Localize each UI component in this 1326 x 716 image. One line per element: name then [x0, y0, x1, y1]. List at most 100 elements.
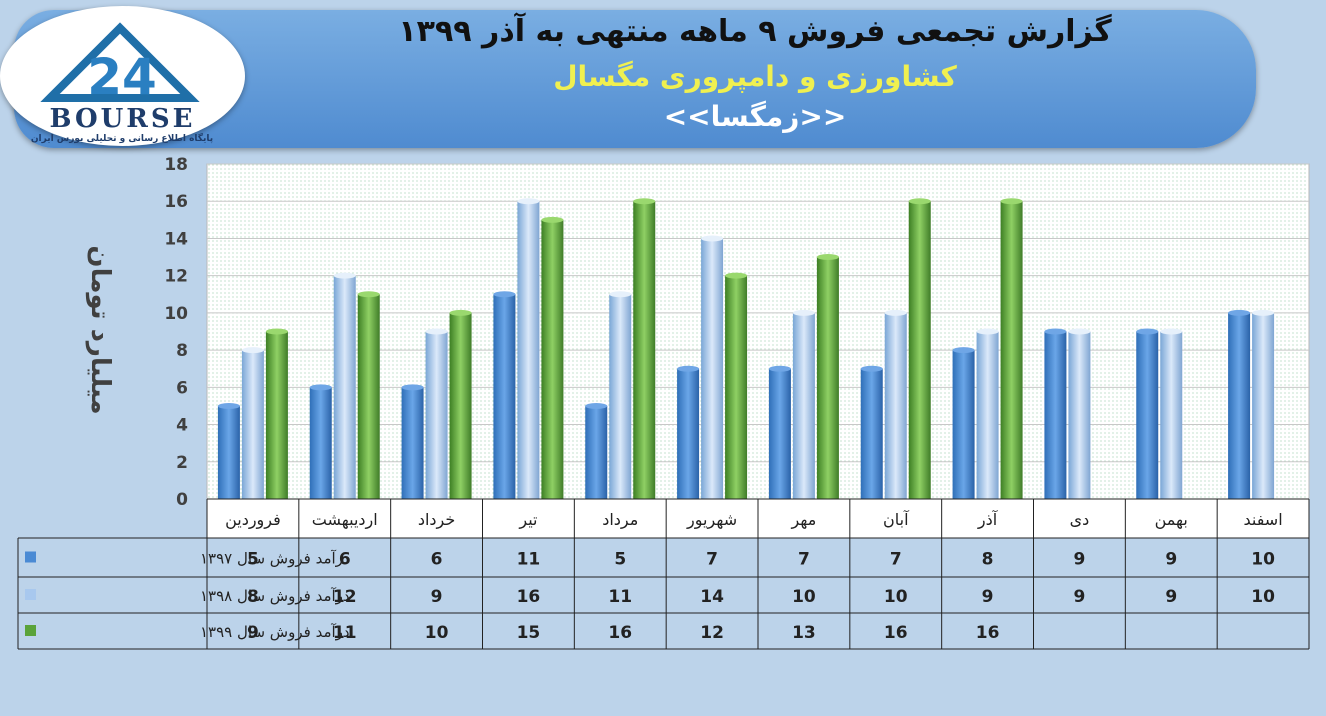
data-label-s1-c6: 10: [792, 587, 816, 607]
bar-s1-c3: [517, 201, 540, 499]
data-label-s2-c5: 12: [700, 623, 724, 643]
category-label: آبان: [883, 510, 910, 529]
bar-top-s0-c5: [677, 365, 700, 372]
category-label: شهریور: [686, 510, 737, 530]
bar-top-s1-c3: [517, 198, 540, 205]
logo-24-icon: 24: [40, 22, 200, 106]
bar-top-s1-c0: [241, 347, 264, 354]
legend-swatch-s1: [25, 589, 36, 600]
bar-s0-c2: [401, 387, 424, 499]
data-label-s1-c8: 9: [982, 587, 994, 607]
logo: 24 BOURSE پایگاه اطلاع رسانی و تحلیلی بو…: [0, 6, 245, 146]
data-label-s0-c0: 5: [247, 550, 259, 570]
data-label-s0-c1: 6: [339, 550, 351, 570]
bar-top-s0-c6: [768, 365, 791, 372]
bar-top-s1-c4: [609, 291, 632, 298]
plot-area: [206, 163, 1310, 500]
data-label-s1-c5: 14: [700, 587, 724, 607]
bar-s1-c9: [1068, 331, 1091, 499]
data-label-s0-c5: 7: [706, 550, 718, 570]
bar-s1-c6: [792, 312, 815, 499]
bars: [217, 198, 1275, 500]
data-label-s1-c7: 10: [884, 587, 908, 607]
data-label-s2-c6: 13: [792, 623, 816, 643]
bar-s1-c4: [609, 294, 632, 499]
data-label-s0-c10: 9: [1165, 550, 1177, 570]
category-label: مرداد: [602, 510, 638, 530]
data-label-s1-c0: 8: [247, 587, 259, 607]
bar-s2-c2: [449, 312, 472, 499]
bar-s2-c4: [633, 201, 656, 499]
bar-top-s0-c1: [309, 384, 332, 391]
bar-s1-c1: [333, 275, 356, 499]
y-tick-label: 16: [164, 192, 188, 212]
data-label-s2-c2: 10: [425, 623, 449, 643]
data-table: فروردین اردیبهشت خرداد تیر مرداد شهریور مهر آبا…: [17, 498, 1310, 650]
bar-top-s0-c8: [952, 347, 975, 354]
bar-top-s2-c1: [357, 291, 380, 298]
category-label: آذر: [977, 510, 999, 530]
bar-top-s0-c10: [1136, 328, 1159, 335]
data-label-s1-c10: 9: [1165, 587, 1177, 607]
bar-s0-c9: [1044, 331, 1067, 499]
data-label-s1-c11: 10: [1251, 587, 1275, 607]
y-tick-label: 8: [176, 341, 188, 361]
bar-s1-c11: [1252, 312, 1275, 499]
logo-subtitle: پایگاه اطلاع رسانی و تحلیلی بورس ایران: [30, 134, 214, 144]
bar-s0-c5: [677, 368, 700, 499]
bar-s0-c6: [768, 368, 791, 499]
bar-s0-c0: [217, 405, 240, 499]
category-label: اسفند: [1243, 510, 1282, 529]
bar-top-s1-c9: [1068, 328, 1091, 335]
bar-top-s0-c3: [493, 291, 516, 298]
bar-s1-c8: [976, 331, 999, 499]
data-label-s2-c1: 11: [333, 623, 357, 643]
category-label: مهر: [791, 510, 817, 530]
bar-s1-c7: [884, 312, 907, 499]
bar-top-s2-c6: [816, 254, 839, 261]
bar-top-s0-c2: [401, 384, 424, 391]
bar-s0-c10: [1136, 331, 1159, 499]
bar-top-s0-c7: [860, 365, 883, 372]
data-label-s0-c11: 10: [1251, 550, 1275, 570]
y-tick-label: 10: [164, 304, 188, 324]
y-axis-label: میلیارد تومان: [85, 245, 115, 414]
category-label: فروردین: [225, 510, 281, 530]
data-label-s0-c3: 11: [517, 550, 541, 570]
data-label-s2-c8: 16: [976, 623, 1000, 643]
data-label-s2-c0: 9: [247, 623, 259, 643]
data-label-s1-c4: 11: [608, 587, 632, 607]
bar-s2-c3: [541, 219, 564, 500]
bar-top-s0-c9: [1044, 328, 1067, 335]
y-tick-label: 18: [164, 155, 188, 175]
data-label-s0-c9: 9: [1073, 550, 1085, 570]
bar-top-s2-c4: [633, 198, 656, 205]
bar-s2-c0: [265, 331, 288, 499]
data-label-s0-c4: 5: [614, 550, 626, 570]
category-label: خرداد: [418, 510, 455, 530]
y-tick-label: 14: [164, 229, 188, 249]
bar-top-s1-c5: [701, 235, 724, 242]
legend-label-s0: درآمد فروش سال ۱۳۹۷: [200, 550, 350, 568]
data-label-s1-c3: 16: [517, 587, 541, 607]
data-label-s1-c9: 9: [1073, 587, 1085, 607]
y-tick-label: 2: [176, 453, 188, 473]
logo-text: BOURSE: [49, 104, 196, 134]
bar-s0-c3: [493, 294, 516, 499]
category-label: تیر: [518, 510, 537, 530]
y-tick-label: 4: [176, 416, 188, 436]
table-body-bg: [18, 538, 1309, 649]
data-label-s1-c1: 12: [333, 587, 357, 607]
bar-top-s2-c3: [541, 216, 564, 223]
bar-s1-c5: [701, 238, 724, 499]
bar-top-s0-c4: [585, 402, 608, 409]
data-label-s2-c4: 16: [608, 623, 632, 643]
bar-top-s0-c0: [217, 402, 240, 409]
ticker-symbol: <<زمگسا>>: [663, 100, 847, 133]
bar-top-s2-c2: [449, 309, 472, 316]
data-label-s0-c2: 6: [431, 550, 443, 570]
bar-s0-c4: [585, 405, 608, 499]
bar-s1-c10: [1160, 331, 1183, 499]
bar-s0-c8: [952, 350, 975, 499]
bar-top-s0-c11: [1228, 309, 1251, 316]
